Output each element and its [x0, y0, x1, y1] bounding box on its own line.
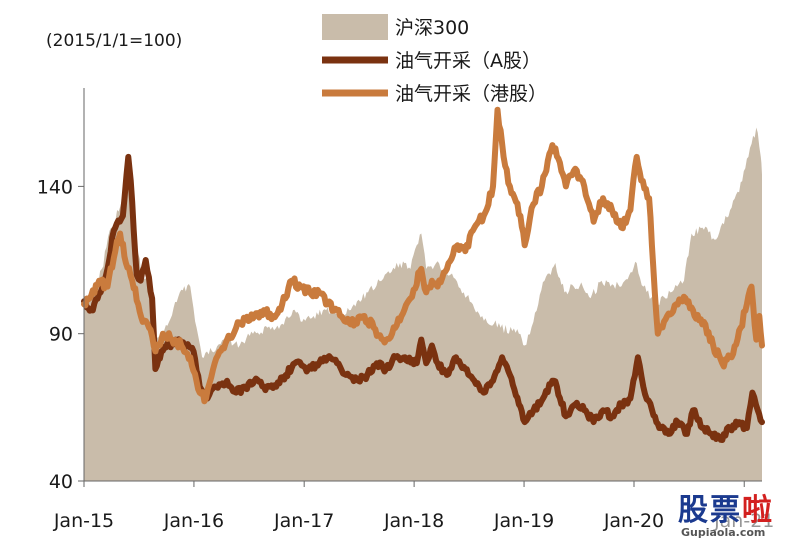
legend-label-1: 油气开采（A股） — [395, 50, 541, 72]
x-tick-label-4: Jan-19 — [493, 510, 554, 532]
watermark: 股 票 啦 Gupiaola.com — [676, 488, 788, 540]
watermark-url: Gupiaola.com — [681, 526, 765, 539]
series-area-hs300 — [84, 127, 762, 481]
x-tick-label-5: Jan-20 — [603, 510, 664, 532]
axes: 40 90 140 Jan-15 Jan-16 Jan-17 Jan-18 Jan-19 Jan… — [37, 88, 774, 532]
watermark-brand-2: 票 — [710, 493, 740, 528]
x-tick-label-3: Jan-18 — [383, 510, 444, 532]
legend-swatch-0 — [322, 14, 388, 40]
x-tick-label-0: Jan-15 — [53, 510, 114, 532]
watermark-brand-3: 啦 — [742, 493, 772, 528]
x-tick-label-2: Jan-17 — [273, 510, 334, 532]
watermark-brand-1: 股 — [678, 493, 708, 528]
x-tick-label-1: Jan-16 — [163, 510, 224, 532]
unit-label: (2015/1/1=100) — [46, 31, 182, 51]
y-tick-label-0: 40 — [49, 471, 73, 493]
y-tick-label-1: 90 — [49, 324, 73, 346]
y-tick-label-2: 140 — [37, 176, 73, 198]
legend: 沪深300 油气开采（A股） 油气开采（港股） — [322, 14, 547, 105]
watermark-box — [676, 488, 788, 540]
series-line-2 — [81, 106, 765, 405]
legend-label-0: 沪深300 — [395, 17, 469, 39]
plot-area — [81, 106, 765, 481]
legend-label-2: 油气开采（港股） — [395, 83, 547, 105]
